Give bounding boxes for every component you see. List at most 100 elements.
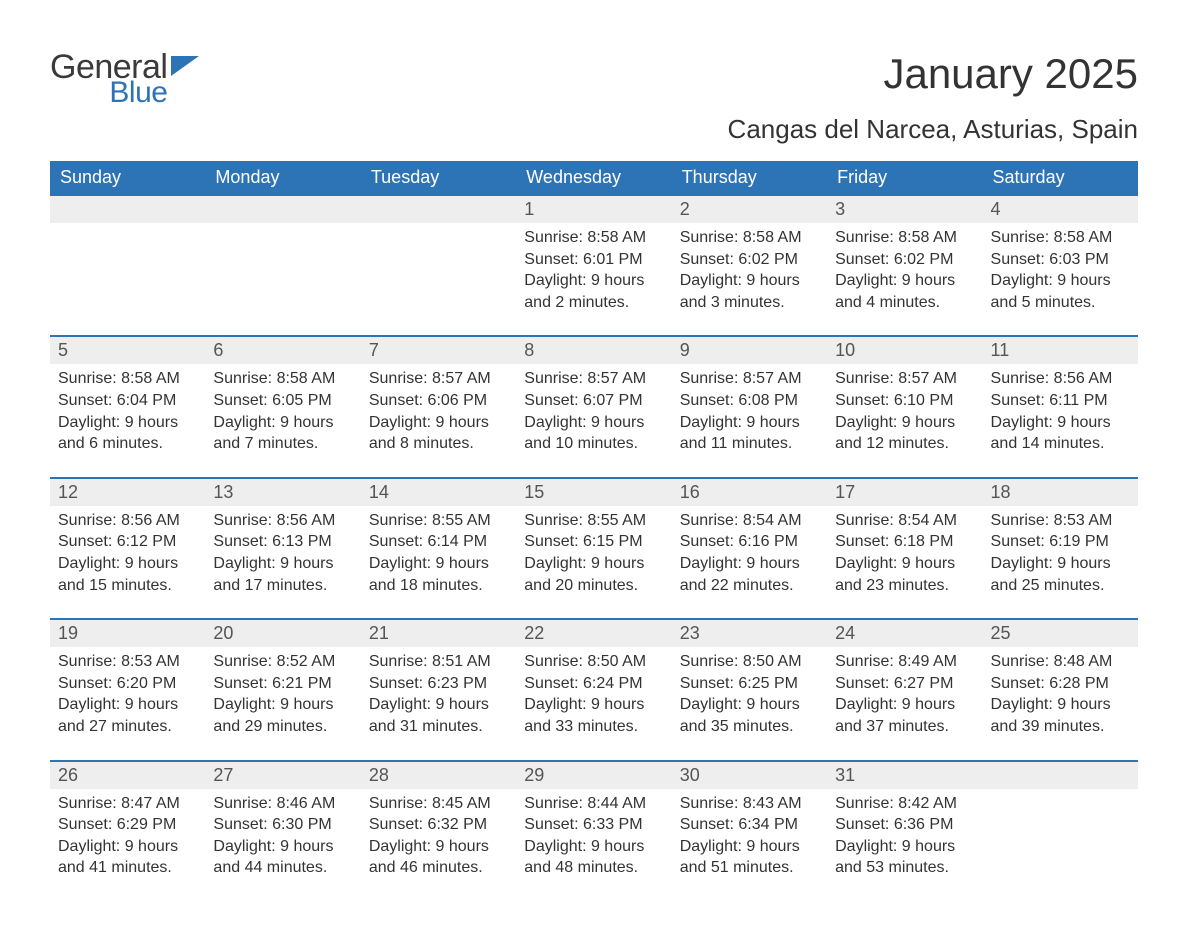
day-number: 1 (516, 196, 671, 223)
calendar-day-cell: 31Sunrise: 8:42 AMSunset: 6:36 PMDayligh… (827, 761, 982, 901)
sunset-text: Sunset: 6:28 PM (991, 673, 1130, 695)
sunset-text: Sunset: 6:12 PM (58, 531, 197, 553)
sunrise-text: Sunrise: 8:43 AM (680, 793, 819, 815)
sunset-text: Sunset: 6:02 PM (680, 249, 819, 271)
sunset-text: Sunset: 6:36 PM (835, 814, 974, 836)
sunset-text: Sunset: 6:34 PM (680, 814, 819, 836)
sunset-text: Sunset: 6:14 PM (369, 531, 508, 553)
title-block: January 2025 Cangas del Narcea, Asturias… (728, 50, 1138, 155)
daylight-text: Daylight: 9 hours and 10 minutes. (524, 412, 663, 455)
calendar-day-cell: 3Sunrise: 8:58 AMSunset: 6:02 PMDaylight… (827, 195, 982, 336)
calendar-day-cell: 2Sunrise: 8:58 AMSunset: 6:02 PMDaylight… (672, 195, 827, 336)
calendar-week-row: 12Sunrise: 8:56 AMSunset: 6:12 PMDayligh… (50, 478, 1138, 619)
day-of-week-header-row: SundayMondayTuesdayWednesdayThursdayFrid… (50, 161, 1138, 195)
calendar-day-cell: 8Sunrise: 8:57 AMSunset: 6:07 PMDaylight… (516, 336, 671, 477)
day-number: 6 (205, 337, 360, 364)
daylight-text: Daylight: 9 hours and 44 minutes. (213, 836, 352, 879)
day-number-bar-empty (983, 762, 1138, 789)
sunrise-text: Sunrise: 8:56 AM (213, 510, 352, 532)
day-number-bar-empty (50, 196, 205, 223)
daylight-text: Daylight: 9 hours and 15 minutes. (58, 553, 197, 596)
day-content: Sunrise: 8:44 AMSunset: 6:33 PMDaylight:… (516, 789, 671, 901)
calendar-week-row: 19Sunrise: 8:53 AMSunset: 6:20 PMDayligh… (50, 619, 1138, 760)
calendar-day-cell: 6Sunrise: 8:58 AMSunset: 6:05 PMDaylight… (205, 336, 360, 477)
day-number: 22 (516, 620, 671, 647)
sunrise-text: Sunrise: 8:48 AM (991, 651, 1130, 673)
daylight-text: Daylight: 9 hours and 41 minutes. (58, 836, 197, 879)
month-title: January 2025 (728, 50, 1138, 98)
day-content: Sunrise: 8:53 AMSunset: 6:20 PMDaylight:… (50, 647, 205, 759)
day-content: Sunrise: 8:54 AMSunset: 6:18 PMDaylight:… (827, 506, 982, 618)
day-content: Sunrise: 8:58 AMSunset: 6:05 PMDaylight:… (205, 364, 360, 476)
daylight-text: Daylight: 9 hours and 23 minutes. (835, 553, 974, 596)
sunrise-text: Sunrise: 8:58 AM (991, 227, 1130, 249)
calendar-week-row: 26Sunrise: 8:47 AMSunset: 6:29 PMDayligh… (50, 761, 1138, 901)
day-number: 10 (827, 337, 982, 364)
sunrise-text: Sunrise: 8:54 AM (680, 510, 819, 532)
calendar-day-cell: 26Sunrise: 8:47 AMSunset: 6:29 PMDayligh… (50, 761, 205, 901)
day-content: Sunrise: 8:58 AMSunset: 6:02 PMDaylight:… (672, 223, 827, 335)
daylight-text: Daylight: 9 hours and 18 minutes. (369, 553, 508, 596)
sunrise-text: Sunrise: 8:53 AM (991, 510, 1130, 532)
day-content: Sunrise: 8:49 AMSunset: 6:27 PMDaylight:… (827, 647, 982, 759)
calendar-day-cell (983, 761, 1138, 901)
day-content-empty (205, 223, 360, 323)
sunrise-text: Sunrise: 8:55 AM (369, 510, 508, 532)
calendar-day-cell: 29Sunrise: 8:44 AMSunset: 6:33 PMDayligh… (516, 761, 671, 901)
day-of-week-header: Wednesday (516, 161, 671, 195)
sunrise-text: Sunrise: 8:58 AM (524, 227, 663, 249)
calendar-day-cell: 15Sunrise: 8:55 AMSunset: 6:15 PMDayligh… (516, 478, 671, 619)
sunset-text: Sunset: 6:04 PM (58, 390, 197, 412)
day-content: Sunrise: 8:58 AMSunset: 6:04 PMDaylight:… (50, 364, 205, 476)
calendar-day-cell: 4Sunrise: 8:58 AMSunset: 6:03 PMDaylight… (983, 195, 1138, 336)
sunrise-text: Sunrise: 8:42 AM (835, 793, 974, 815)
day-content: Sunrise: 8:56 AMSunset: 6:11 PMDaylight:… (983, 364, 1138, 476)
day-of-week-header: Tuesday (361, 161, 516, 195)
sunset-text: Sunset: 6:25 PM (680, 673, 819, 695)
logo-word-blue: Blue (50, 78, 167, 108)
header: General Blue January 2025 Cangas del Nar… (50, 50, 1138, 155)
sunrise-text: Sunrise: 8:57 AM (369, 368, 508, 390)
sunrise-text: Sunrise: 8:53 AM (58, 651, 197, 673)
calendar-day-cell: 20Sunrise: 8:52 AMSunset: 6:21 PMDayligh… (205, 619, 360, 760)
day-content: Sunrise: 8:57 AMSunset: 6:10 PMDaylight:… (827, 364, 982, 476)
calendar-day-cell: 10Sunrise: 8:57 AMSunset: 6:10 PMDayligh… (827, 336, 982, 477)
daylight-text: Daylight: 9 hours and 17 minutes. (213, 553, 352, 596)
day-content: Sunrise: 8:53 AMSunset: 6:19 PMDaylight:… (983, 506, 1138, 618)
calendar-day-cell: 28Sunrise: 8:45 AMSunset: 6:32 PMDayligh… (361, 761, 516, 901)
day-number: 2 (672, 196, 827, 223)
day-of-week-header: Thursday (672, 161, 827, 195)
calendar-day-cell: 5Sunrise: 8:58 AMSunset: 6:04 PMDaylight… (50, 336, 205, 477)
sunset-text: Sunset: 6:06 PM (369, 390, 508, 412)
day-content: Sunrise: 8:56 AMSunset: 6:13 PMDaylight:… (205, 506, 360, 618)
day-content: Sunrise: 8:50 AMSunset: 6:25 PMDaylight:… (672, 647, 827, 759)
calendar-table: SundayMondayTuesdayWednesdayThursdayFrid… (50, 161, 1138, 901)
day-number: 26 (50, 762, 205, 789)
calendar-day-cell: 12Sunrise: 8:56 AMSunset: 6:12 PMDayligh… (50, 478, 205, 619)
sunset-text: Sunset: 6:19 PM (991, 531, 1130, 553)
sunrise-text: Sunrise: 8:50 AM (680, 651, 819, 673)
daylight-text: Daylight: 9 hours and 7 minutes. (213, 412, 352, 455)
day-number: 4 (983, 196, 1138, 223)
calendar-day-cell: 14Sunrise: 8:55 AMSunset: 6:14 PMDayligh… (361, 478, 516, 619)
daylight-text: Daylight: 9 hours and 25 minutes. (991, 553, 1130, 596)
daylight-text: Daylight: 9 hours and 29 minutes. (213, 694, 352, 737)
calendar-day-cell: 11Sunrise: 8:56 AMSunset: 6:11 PMDayligh… (983, 336, 1138, 477)
day-content: Sunrise: 8:46 AMSunset: 6:30 PMDaylight:… (205, 789, 360, 901)
daylight-text: Daylight: 9 hours and 14 minutes. (991, 412, 1130, 455)
sunset-text: Sunset: 6:29 PM (58, 814, 197, 836)
day-content-empty (50, 223, 205, 323)
calendar-day-cell: 17Sunrise: 8:54 AMSunset: 6:18 PMDayligh… (827, 478, 982, 619)
day-content-empty (361, 223, 516, 323)
day-number: 28 (361, 762, 516, 789)
day-number-bar-empty (205, 196, 360, 223)
day-content: Sunrise: 8:56 AMSunset: 6:12 PMDaylight:… (50, 506, 205, 618)
sunrise-text: Sunrise: 8:46 AM (213, 793, 352, 815)
sunset-text: Sunset: 6:15 PM (524, 531, 663, 553)
daylight-text: Daylight: 9 hours and 6 minutes. (58, 412, 197, 455)
sunrise-text: Sunrise: 8:58 AM (213, 368, 352, 390)
day-number-bar-empty (361, 196, 516, 223)
daylight-text: Daylight: 9 hours and 46 minutes. (369, 836, 508, 879)
daylight-text: Daylight: 9 hours and 35 minutes. (680, 694, 819, 737)
calendar-day-cell: 22Sunrise: 8:50 AMSunset: 6:24 PMDayligh… (516, 619, 671, 760)
